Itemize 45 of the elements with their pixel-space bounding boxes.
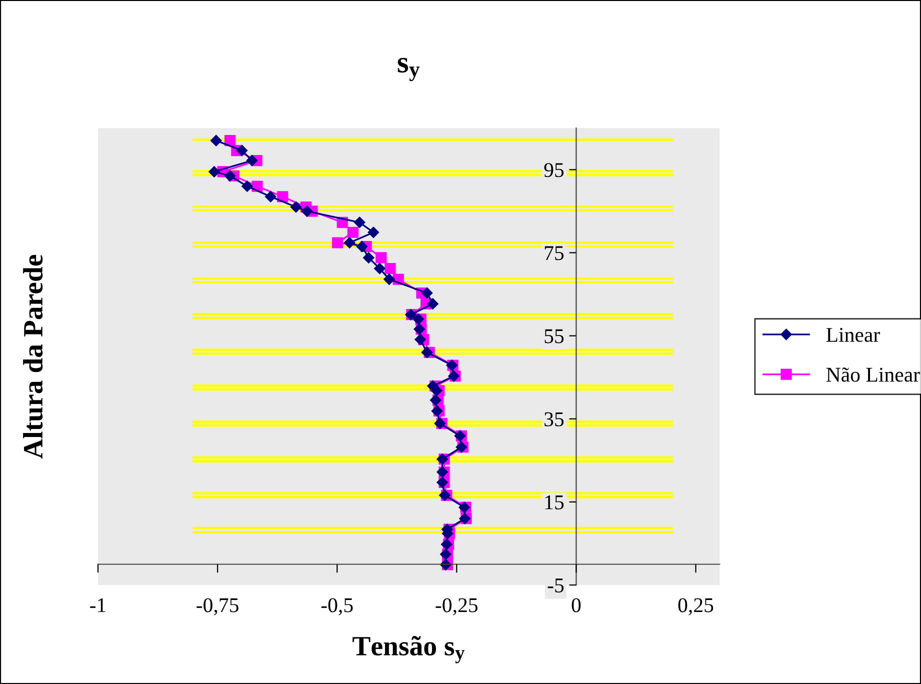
- x-tick-label: -0,25: [436, 598, 478, 616]
- point: [265, 191, 276, 202]
- point: [430, 385, 442, 396]
- y-tick-label: 75: [544, 246, 564, 260]
- point: [421, 346, 433, 358]
- point: [301, 206, 313, 217]
- x-tick-label: 0: [572, 598, 581, 612]
- y-tick-label: -5: [548, 578, 564, 592]
- point: [363, 252, 374, 264]
- chart-title: s$_{y}$: [398, 58, 420, 82]
- x-tick-label: 0,25: [678, 598, 714, 616]
- x-tick-label: -0,5: [321, 598, 353, 616]
- point: [430, 394, 442, 406]
- y-tick-label: 35: [544, 412, 564, 426]
- point: [354, 216, 366, 228]
- point: [414, 334, 426, 346]
- y-tick-label: 15: [545, 495, 564, 510]
- point: [376, 252, 387, 264]
- y-tick-label: 55: [544, 329, 564, 344]
- point: [384, 262, 396, 274]
- point: [421, 287, 433, 299]
- point: [368, 226, 380, 238]
- x-axis-title: Tensão s$_{y}$: [352, 636, 465, 664]
- point: [412, 314, 424, 325]
- point: [427, 298, 438, 310]
- point: [246, 154, 258, 166]
- point: [374, 262, 386, 274]
- point: [290, 201, 302, 213]
- x-tick-label: -1: [90, 598, 106, 612]
- point: [277, 191, 288, 202]
- point: [210, 134, 222, 146]
- point: [236, 144, 248, 156]
- point: [208, 166, 220, 178]
- y-tick-label: 95: [544, 163, 564, 178]
- y-axis-title: Altura da Parede: [23, 254, 43, 459]
- point: [224, 170, 236, 182]
- legend-label: Não Linear: [826, 368, 920, 382]
- point: [242, 180, 253, 192]
- point: [344, 237, 356, 248]
- point: [347, 226, 358, 238]
- point: [332, 237, 344, 248]
- x-tick-label: -0,75: [196, 598, 238, 616]
- point: [356, 240, 368, 252]
- point: [384, 274, 395, 285]
- legend-label: Linear: [826, 328, 880, 342]
